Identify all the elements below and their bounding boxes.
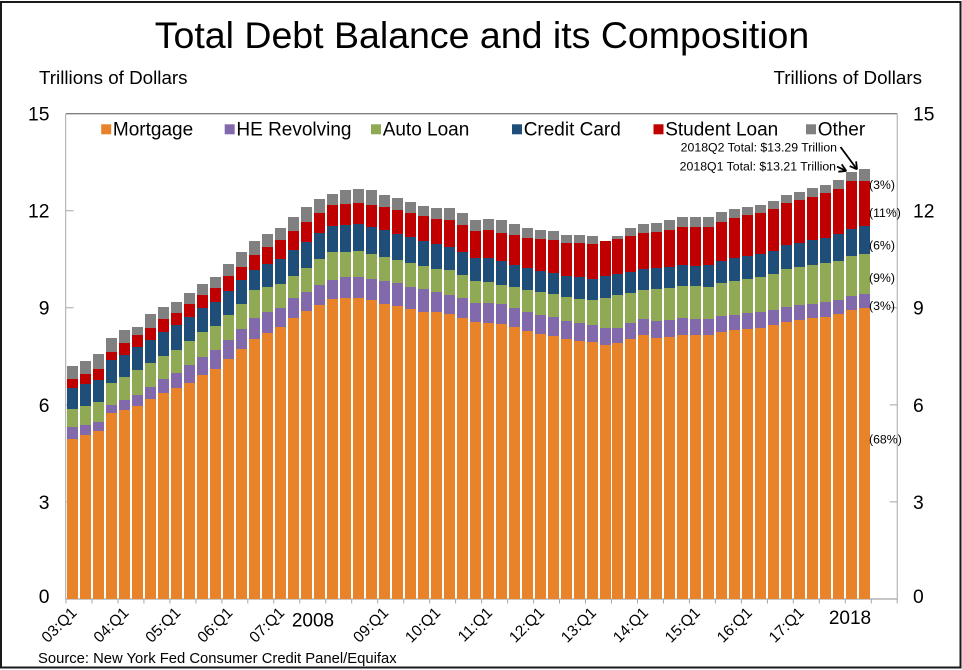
svg-text:12: 12: [913, 202, 934, 223]
svg-text:12: 12: [28, 202, 49, 223]
svg-text:HE Revolving: HE Revolving: [236, 120, 351, 141]
svg-text:Student Loan: Student Loan: [665, 120, 778, 141]
svg-text:3: 3: [39, 493, 50, 514]
svg-text:(6%): (6%): [869, 238, 895, 252]
svg-text:(11%): (11%): [869, 206, 901, 220]
svg-text:Mortgage: Mortgage: [113, 120, 193, 141]
svg-text:2018Q2 Total: $13.29 Trillion: 2018Q2 Total: $13.29 Trillion: [681, 141, 837, 155]
svg-text:(3%): (3%): [869, 299, 895, 313]
svg-text:Total Debt Balance and its Com: Total Debt Balance and its Composition: [155, 14, 810, 56]
svg-text:Trillions of Dollars: Trillions of Dollars: [39, 67, 188, 88]
svg-text:9: 9: [913, 299, 924, 320]
svg-text:6: 6: [913, 396, 924, 417]
svg-text:Trillions of Dollars: Trillions of Dollars: [773, 67, 922, 88]
svg-text:9: 9: [39, 299, 50, 320]
svg-text:3: 3: [913, 493, 924, 514]
svg-text:Credit Card: Credit Card: [524, 120, 621, 141]
svg-text:Auto Loan: Auto Loan: [383, 120, 470, 141]
svg-text:6: 6: [39, 396, 50, 417]
svg-text:0: 0: [913, 587, 924, 608]
svg-text:0: 0: [39, 587, 50, 608]
svg-text:15: 15: [913, 105, 934, 126]
svg-text:Source: New York Fed Consumer: Source: New York Fed Consumer Credit Pan…: [38, 651, 397, 667]
svg-text:Other: Other: [818, 120, 866, 141]
svg-text:2018Q1 Total: $13.21 Trillion: 2018Q1 Total: $13.21 Trillion: [680, 159, 836, 173]
svg-text:15: 15: [28, 105, 49, 126]
svg-text:(9%): (9%): [869, 271, 895, 285]
svg-text:(3%): (3%): [869, 178, 895, 192]
svg-text:2018: 2018: [829, 608, 871, 629]
svg-text:2008: 2008: [292, 611, 334, 632]
svg-text:(68%): (68%): [869, 433, 902, 447]
